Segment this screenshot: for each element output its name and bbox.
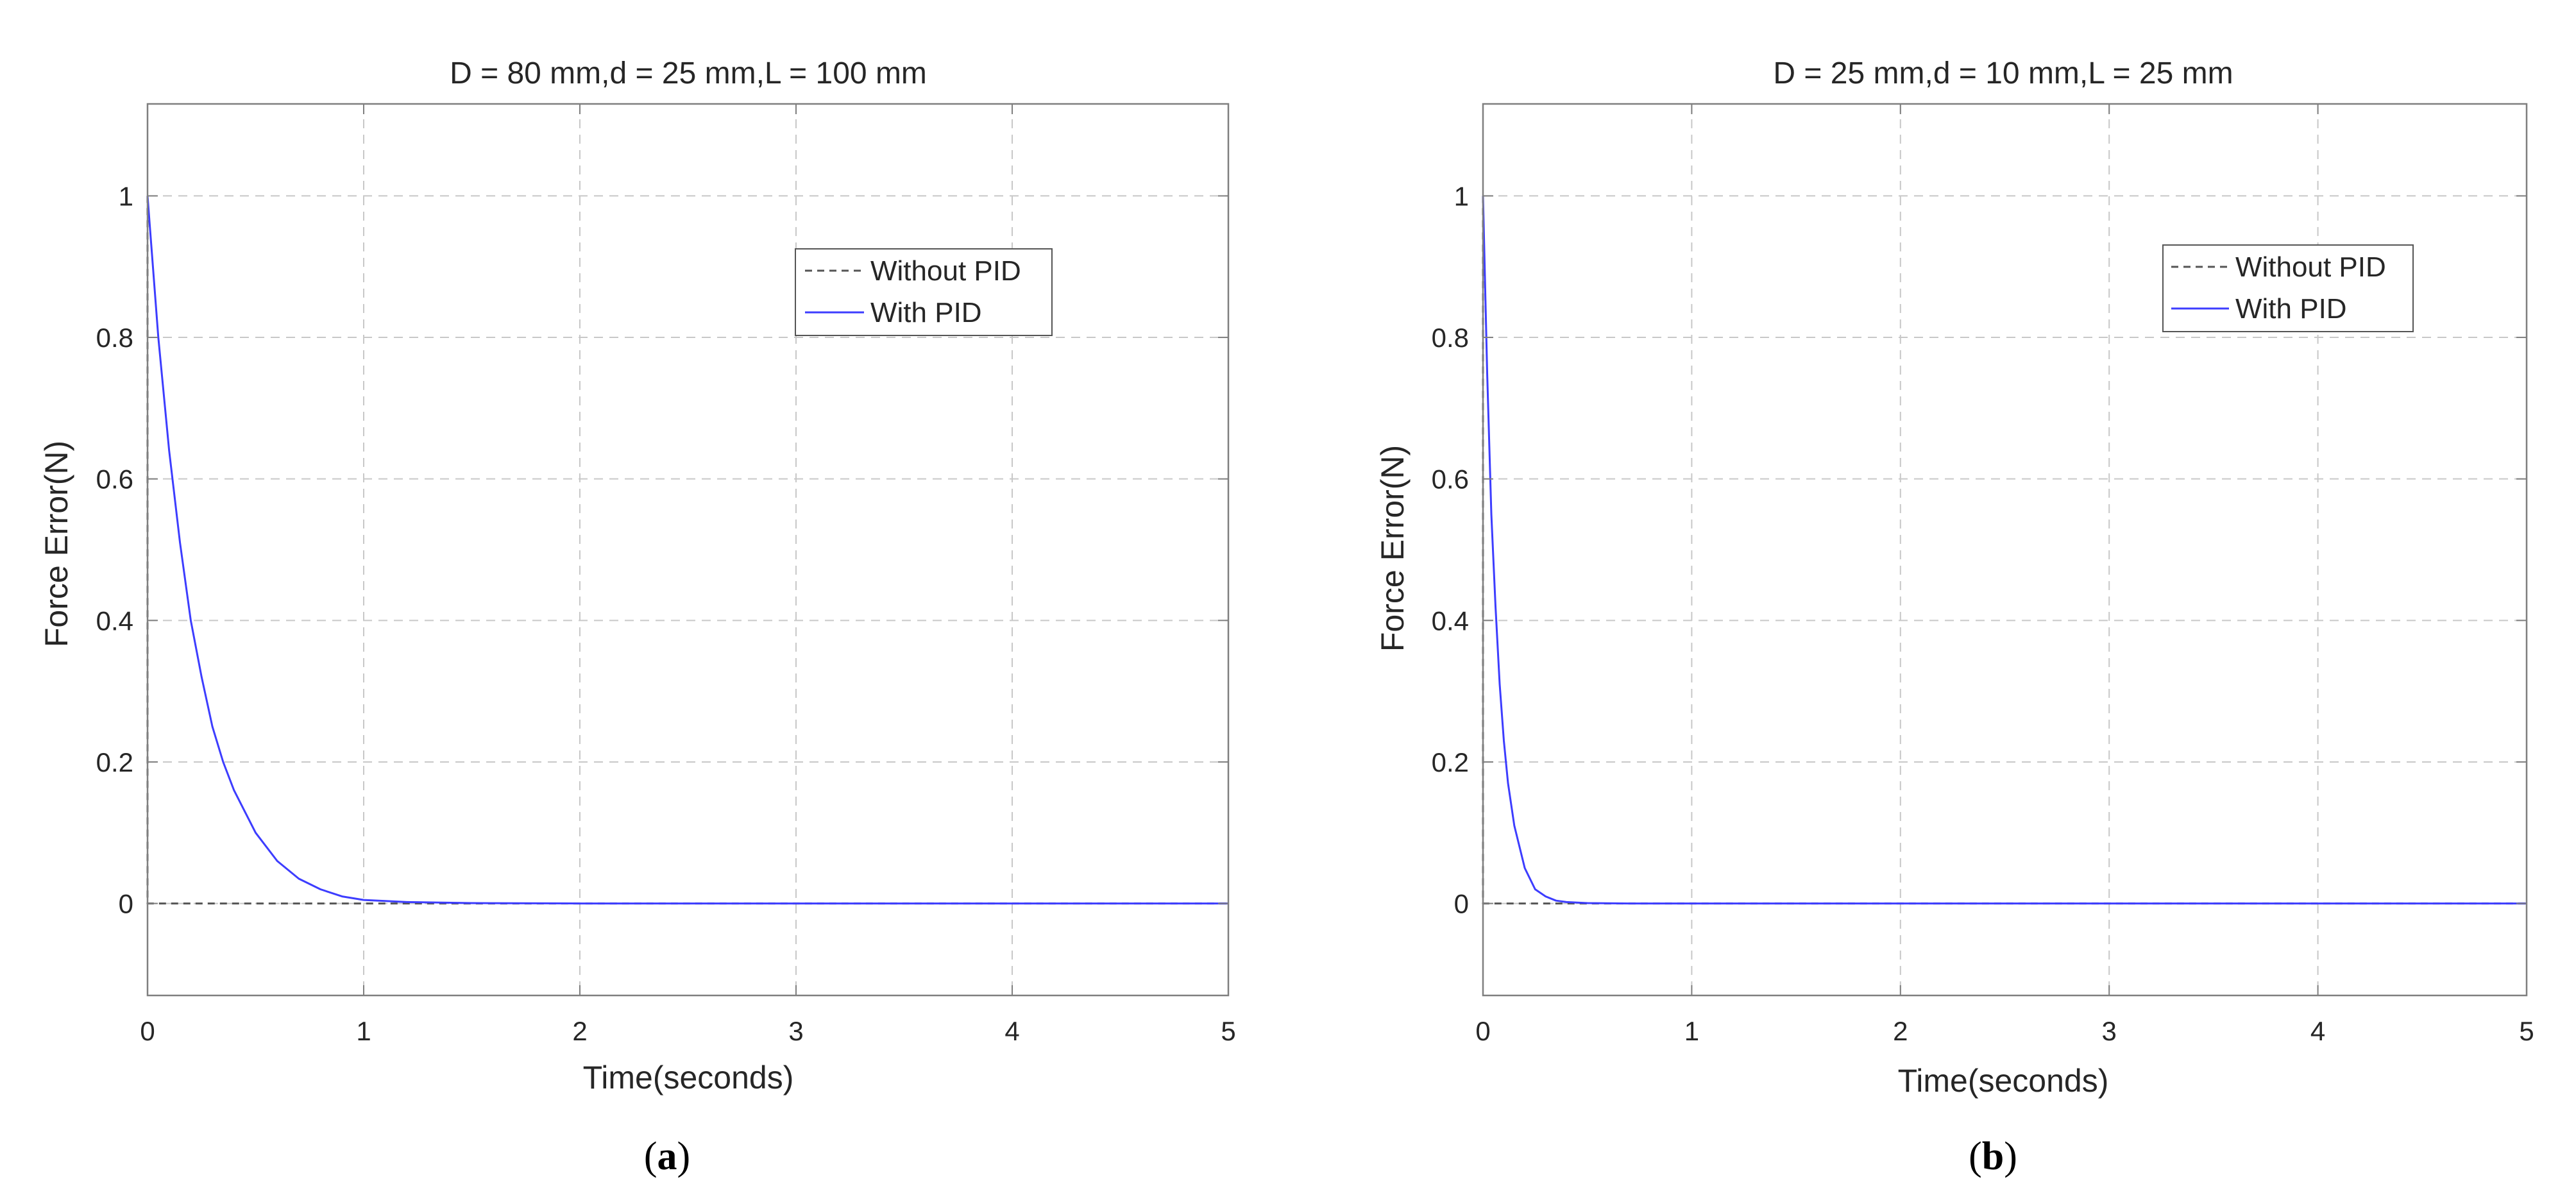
y-tick-label: 0.2	[1432, 747, 1469, 777]
y-tick-label: 0	[1454, 889, 1469, 919]
y-ticks: 0 0.2 0.4 0.6 0.8 1	[96, 181, 1228, 919]
legend-label-with-pid: With PID	[870, 297, 982, 328]
legend: Without PID With PID	[795, 248, 1053, 336]
legend-box	[795, 248, 1053, 336]
y-tick-label: 0.8	[1432, 323, 1469, 353]
y-tick-label: 0.8	[96, 323, 133, 353]
plot-area	[1483, 104, 2527, 995]
series-line-with-pid	[146, 196, 1228, 905]
axes-box	[1482, 103, 2528, 997]
legend-box	[2162, 244, 2414, 332]
panel-label-b: (b)	[1969, 1135, 2017, 1178]
y-tick-label: 0.6	[96, 464, 133, 495]
x-ticks: 0 1 2 3 4 5	[140, 104, 1236, 1046]
x-tick-label: 3	[2102, 1016, 2117, 1046]
y-axis-label: Force Error(N)	[38, 441, 74, 647]
legend-label-without-pid: Without PID	[870, 255, 1021, 287]
series-line-with-pid	[1482, 196, 2527, 905]
legend-label-without-pid: Without PID	[2235, 251, 2386, 283]
legend: Without PID With PID	[2162, 244, 2414, 332]
panel-letter: b	[1982, 1135, 2004, 1178]
chart-title: D = 25 mm,d = 10 mm,L = 25 mm	[1773, 56, 2233, 90]
plot-area	[148, 104, 1228, 995]
y-tick-label: 1	[119, 181, 133, 211]
legend-label-with-pid: With PID	[2235, 293, 2347, 325]
x-tick-label: 1	[1684, 1016, 1699, 1046]
x-axis-label: Time(seconds)	[1898, 1063, 2109, 1099]
x-ticks: 0 1 2 3 4 5	[1475, 104, 2534, 1046]
grid-lines	[148, 104, 1228, 995]
y-tick-label: 0.4	[96, 605, 133, 636]
y-tick-label: 0.6	[1432, 464, 1469, 495]
x-tick-label: 5	[2519, 1016, 2534, 1046]
y-ticks: 0 0.2 0.4 0.6 0.8 1	[1432, 181, 2527, 919]
y-tick-label: 1	[1454, 181, 1469, 211]
y-axis-label: Force Error(N)	[1375, 445, 1411, 652]
x-tick-label: 0	[1475, 1016, 1490, 1046]
x-tick-label: 2	[1893, 1016, 1908, 1046]
x-tick-label: 5	[1221, 1016, 1235, 1046]
y-tick-label: 0	[119, 889, 133, 919]
x-tick-label: 2	[572, 1016, 587, 1046]
x-axis-label: Time(seconds)	[583, 1060, 794, 1096]
y-tick-label: 0.4	[1432, 605, 1469, 636]
x-tick-label: 3	[788, 1016, 803, 1046]
chart-panel-b: D = 25 mm,d = 10 mm,L = 25 mm 0 1 2 3 4 5 0 0.…	[1375, 56, 2534, 1178]
x-tick-label: 0	[140, 1016, 155, 1046]
axes-box	[146, 103, 1230, 997]
y-tick-label: 0.2	[96, 747, 133, 777]
chart-title: D = 80 mm,d = 25 mm,L = 100 mm	[450, 56, 927, 90]
x-tick-label: 4	[1004, 1016, 1019, 1046]
panel-letter: a	[657, 1135, 677, 1178]
x-tick-label: 1	[356, 1016, 371, 1046]
x-tick-label: 4	[2310, 1016, 2325, 1046]
panel-label-a: (a)	[644, 1135, 690, 1178]
